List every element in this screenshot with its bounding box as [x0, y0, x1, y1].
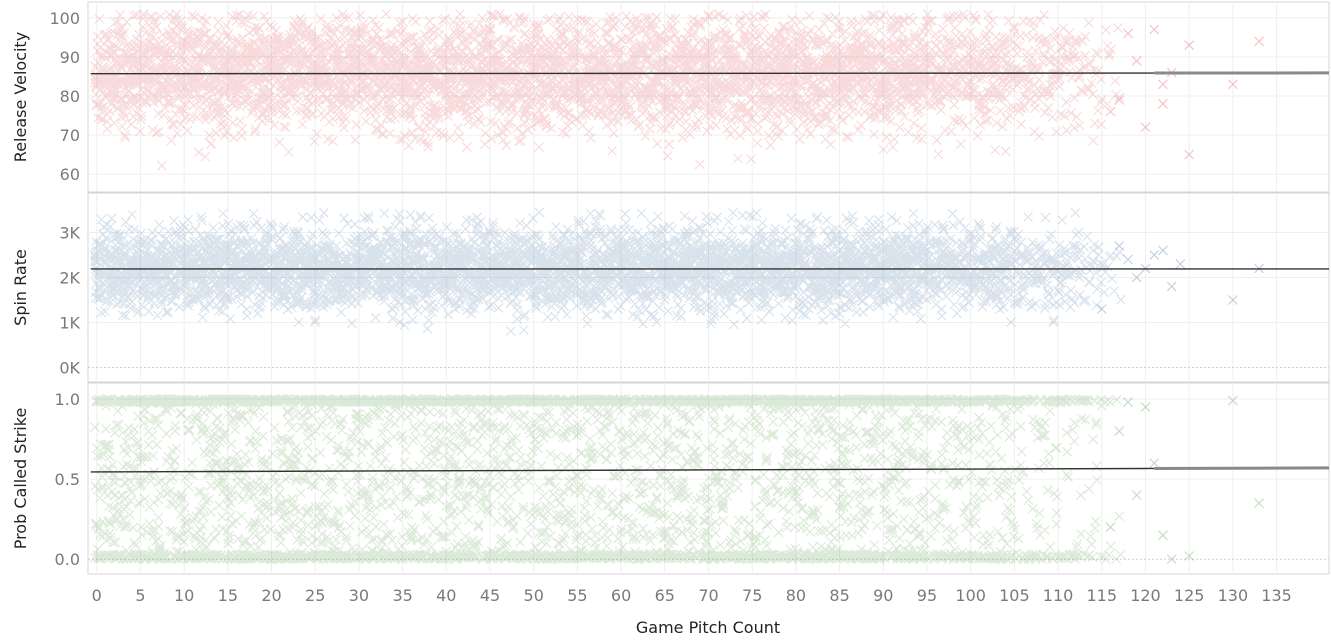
data-point — [1166, 554, 1177, 565]
data-point — [1131, 272, 1142, 283]
x-tick-label: 130 — [1218, 586, 1249, 605]
scatter-cloud — [90, 207, 1126, 336]
x-tick-label: 0 — [92, 586, 102, 605]
y-tick-label: 80 — [60, 87, 80, 106]
x-tick-label: 50 — [524, 586, 544, 605]
data-point — [1184, 551, 1195, 561]
x-tick-label: 30 — [349, 586, 369, 605]
data-point — [1114, 426, 1125, 436]
y-tick-label: 0.5 — [55, 470, 80, 489]
data-point — [1149, 250, 1160, 260]
x-tick-label: 25 — [305, 586, 325, 605]
y-tick-label: 0.0 — [55, 550, 80, 569]
data-point — [1123, 397, 1133, 408]
y-tick-label: 90 — [60, 48, 80, 67]
data-point — [1254, 498, 1265, 509]
y-axis-title: Release Velocity — [11, 32, 30, 162]
data-point — [1123, 28, 1133, 39]
trend-line-extension — [1154, 466, 1330, 470]
y-tick-label: 70 — [60, 126, 80, 145]
x-tick-label: 120 — [1130, 586, 1161, 605]
data-point — [1123, 254, 1133, 265]
x-tick-label: 90 — [873, 586, 893, 605]
x-tick-label: 55 — [567, 586, 587, 605]
x-tick-label: 85 — [829, 586, 849, 605]
x-tick-label: 40 — [436, 586, 456, 605]
data-point — [1114, 241, 1125, 251]
data-point — [1105, 522, 1116, 533]
x-tick-label: 35 — [392, 586, 412, 605]
x-tick-label: 100 — [955, 586, 986, 605]
trend-line — [90, 467, 1155, 473]
trend-line — [90, 72, 1155, 75]
panel-velocity: 60 70 80 90 100 Release Velocity — [11, 1, 1330, 193]
x-tick-label: 15 — [218, 586, 238, 605]
x-tick-label: 115 — [1087, 586, 1118, 605]
data-point — [1105, 106, 1116, 117]
x-tick-label: 65 — [655, 586, 675, 605]
x-tick-label: 5 — [135, 586, 145, 605]
data-point — [1140, 402, 1151, 412]
x-tick-label: 105 — [999, 586, 1030, 605]
data-point — [1184, 149, 1195, 160]
y-tick-label: 2K — [59, 269, 80, 288]
data-point — [1175, 259, 1186, 269]
data-point — [1158, 98, 1168, 109]
data-point — [1114, 94, 1125, 105]
y-tick-label: 1.0 — [55, 390, 80, 409]
panel-spin: 0K 1K 2K 3K Spin Rate — [11, 192, 1330, 383]
x-tick-label: 95 — [917, 586, 937, 605]
data-point — [1158, 245, 1168, 256]
data-point — [1149, 458, 1160, 469]
data-point — [1096, 304, 1107, 314]
x-tick-label: 125 — [1174, 586, 1205, 605]
y-tick-label: 0K — [59, 359, 80, 378]
data-point — [1131, 490, 1142, 501]
x-tick-label: 60 — [611, 586, 631, 605]
data-point — [1166, 281, 1177, 292]
x-tick-label: 110 — [1043, 586, 1074, 605]
x-tick-label: 10 — [174, 586, 194, 605]
data-point — [1227, 395, 1238, 406]
points-strike — [89, 394, 1265, 565]
x-axis: 0 5 10 15 20 25 30 35 40 45 50 55 60 65 70 75 80 85 90 95 10… — [92, 586, 1292, 605]
x-tick-label: 20 — [261, 586, 281, 605]
panel-strike: 0.0 0.5 1.0 Prob Called Strike — [11, 382, 1330, 575]
data-point — [1131, 55, 1142, 66]
data-point — [1227, 79, 1238, 90]
data-point — [1158, 79, 1168, 90]
data-point — [1149, 24, 1160, 35]
y-axis-title: Prob Called Strike — [11, 408, 30, 550]
panels-layer: 60 70 80 90 100 Release Velocity 0K 1K 2K 3K Spin … — [11, 1, 1330, 575]
data-point — [1254, 36, 1265, 47]
scatter-cloud — [89, 394, 1126, 565]
data-point — [1184, 40, 1195, 51]
data-point — [1158, 530, 1168, 541]
x-tick-label: 80 — [786, 586, 806, 605]
y-tick-label: 60 — [60, 165, 80, 184]
x-axis-title: Game Pitch Count — [636, 618, 780, 637]
y-tick-label: 3K — [59, 224, 80, 243]
x-tick-label: 135 — [1261, 586, 1292, 605]
y-tick-label: 1K — [59, 314, 80, 333]
data-point — [1227, 295, 1238, 305]
data-point — [1140, 122, 1151, 133]
y-tick-label: 100 — [49, 9, 80, 28]
y-axis-title: Spin Rate — [11, 249, 30, 326]
x-tick-label: 70 — [698, 586, 718, 605]
x-tick-label: 45 — [480, 586, 500, 605]
x-tick-label: 75 — [742, 586, 762, 605]
